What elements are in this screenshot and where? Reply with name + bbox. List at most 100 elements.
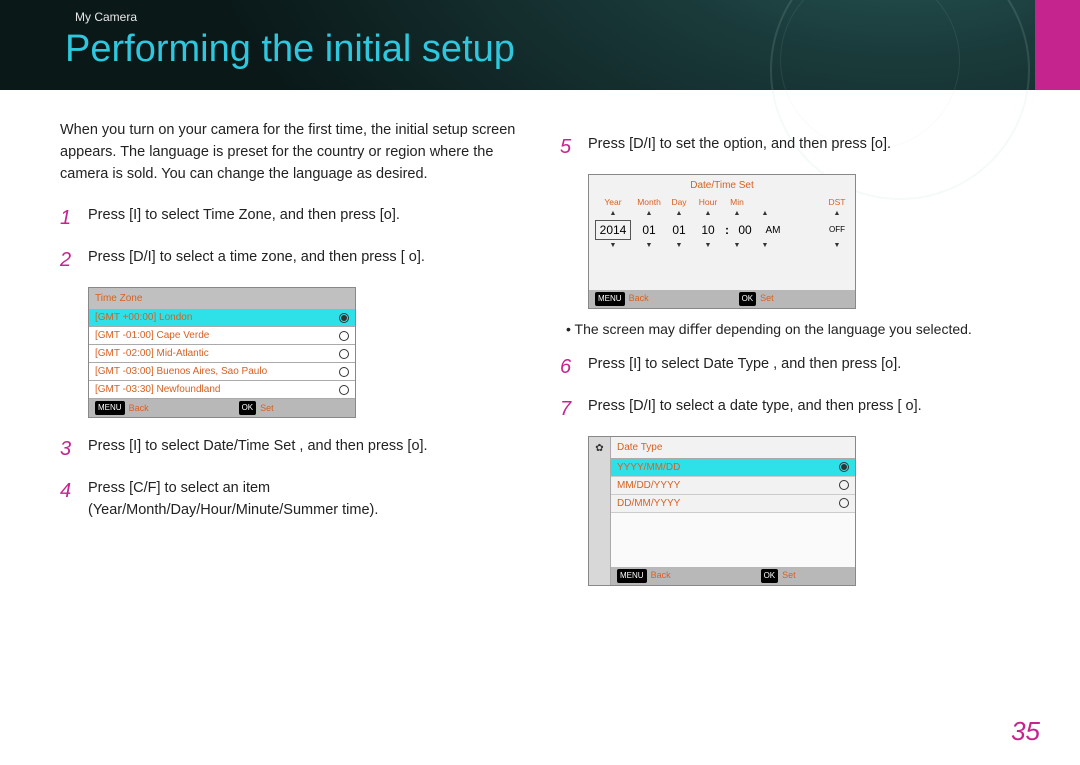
month-label: Month — [635, 196, 663, 209]
timezone-label: [GMT -01:00] Cape Verde — [95, 328, 209, 343]
step-text: Press [I] to select Date Type , and then… — [588, 352, 1020, 382]
year-label: Year — [595, 196, 631, 209]
month-value[interactable]: 01 — [635, 221, 663, 239]
panel-footer: MENU Back OK Set — [611, 567, 855, 585]
panel-title: Date Type — [611, 437, 855, 459]
hour-label: Hour — [695, 196, 721, 209]
timezone-label: [GMT -03:30] Newfoundland — [95, 382, 220, 397]
timezone-label: [GMT +00:00] London — [95, 310, 192, 325]
set-label: Set — [760, 292, 774, 306]
time-separator: : — [725, 221, 729, 239]
datetype-row[interactable]: YYYY/MM/DD — [611, 459, 855, 477]
step-number: 2 — [60, 245, 88, 275]
blank-row — [611, 549, 855, 567]
set-hint: OK Set — [739, 292, 774, 306]
datetime-labels: Year Month Day Hour Min DST — [589, 196, 855, 209]
panel-title: Date/Time Set — [589, 175, 855, 196]
datetime-values: 2014 01 01 10 : 00 AM OFF — [589, 219, 855, 241]
timezone-row[interactable]: [GMT -03:30] Newfoundland — [89, 381, 355, 399]
radio-icon — [839, 498, 849, 508]
ok-key-icon: OK — [739, 292, 757, 306]
set-label: Set — [260, 402, 274, 416]
step-text: Press [I] to select Time Zone, and then … — [88, 203, 520, 233]
min-value[interactable]: 00 — [733, 221, 757, 239]
ok-key-icon: OK — [239, 401, 257, 415]
ampm-value[interactable]: AM — [761, 223, 785, 238]
panel-footer: MENU Back OK Set — [89, 399, 355, 417]
datetype-panel: ✿ Date Type YYYY/MM/DD MM/DD/YYYY DD/MM/… — [588, 436, 856, 586]
set-hint: OK Set — [761, 569, 796, 583]
step-text: Press [D/I] to select a date type, and t… — [588, 394, 1020, 424]
ok-key-icon: OK — [761, 569, 779, 583]
step-number: 6 — [560, 352, 588, 382]
back-hint: MENU Back — [95, 401, 149, 415]
step-5: 5 Press [D/I] to set the option, and the… — [560, 132, 1020, 162]
dst-label: DST — [825, 196, 849, 209]
radio-icon — [339, 331, 349, 341]
menu-key-icon: MENU — [95, 401, 125, 415]
back-label: Back — [629, 292, 649, 306]
up-arrows: ▲▲▲▲▲▲▲ — [589, 209, 855, 220]
back-label: Back — [651, 569, 671, 583]
datetype-label: MM/DD/YYYY — [617, 478, 680, 493]
panel-footer: MENU Back OK Set — [589, 290, 855, 308]
step-number: 5 — [560, 132, 588, 162]
dst-value[interactable]: OFF — [825, 224, 849, 236]
step-text: Press [C/F] to select an item (Year/Mont… — [88, 476, 520, 522]
datetype-label: DD/MM/YYYY — [617, 496, 680, 511]
step-number: 1 — [60, 203, 88, 233]
step-text: Press [D/I] to select a time zone, and t… — [88, 245, 520, 275]
timezone-row[interactable]: [GMT -02:00] Mid-Atlantic — [89, 345, 355, 363]
back-hint: MENU Back — [617, 569, 671, 583]
down-arrows: ▼▼▼▼▼▼▼ — [589, 241, 855, 252]
right-column: 5 Press [D/I] to set the option, and the… — [560, 120, 1020, 602]
step-2: 2 Press [D/I] to select a time zone, and… — [60, 245, 520, 275]
left-column: When you turn on your camera for the ﬁrs… — [60, 120, 520, 602]
step-4: 4 Press [C/F] to select an item (Year/Mo… — [60, 476, 520, 522]
step-text: Press [I] to select Date/Time Set , and … — [88, 434, 520, 464]
blank-row — [611, 531, 855, 549]
set-hint: OK Set — [239, 401, 274, 415]
radio-icon — [839, 462, 849, 472]
radio-icon — [839, 480, 849, 490]
note-text: The screen may diﬀer depending on the la… — [580, 319, 1020, 340]
step-3: 3 Press [I] to select Date/Time Set , an… — [60, 434, 520, 464]
menu-key-icon: MENU — [617, 569, 647, 583]
radio-icon — [339, 349, 349, 359]
timezone-row[interactable]: [GMT -03:00] Buenos Aires, Sao Paulo — [89, 363, 355, 381]
panel-title: Time Zone — [89, 288, 355, 309]
step-text: Press [D/I] to set the option, and then … — [588, 132, 1020, 162]
datetime-panel: Date/Time Set Year Month Day Hour Min DS… — [588, 174, 856, 309]
hour-value[interactable]: 10 — [695, 221, 721, 239]
back-hint: MENU Back — [595, 292, 649, 306]
day-value[interactable]: 01 — [667, 221, 691, 239]
timezone-panel: Time Zone [GMT +00:00] London [GMT -01:0… — [88, 287, 356, 418]
step-6: 6 Press [I] to select Date Type , and th… — [560, 352, 1020, 382]
radio-icon — [339, 367, 349, 377]
step-7: 7 Press [D/I] to select a date type, and… — [560, 394, 1020, 424]
page-title: Performing the initial setup — [65, 28, 515, 71]
year-value[interactable]: 2014 — [595, 220, 631, 240]
timezone-row[interactable]: [GMT -01:00] Cape Verde — [89, 327, 355, 345]
timezone-label: [GMT -02:00] Mid-Atlantic — [95, 346, 209, 361]
gear-icon: ✿ — [595, 441, 603, 456]
panel-sidebar: ✿ — [589, 437, 611, 585]
min-label: Min — [725, 196, 749, 209]
step-1: 1 Press [I] to select Time Zone, and the… — [60, 203, 520, 233]
set-label: Set — [782, 569, 796, 583]
page-number: 35 — [1011, 716, 1040, 747]
blank-row — [611, 513, 855, 531]
datetype-row[interactable]: DD/MM/YYYY — [611, 495, 855, 513]
content-area: When you turn on your camera for the ﬁrs… — [60, 120, 1020, 602]
radio-icon — [339, 313, 349, 323]
step-number: 7 — [560, 394, 588, 424]
section-tab — [1035, 0, 1080, 90]
datetype-row[interactable]: MM/DD/YYYY — [611, 477, 855, 495]
breadcrumb: My Camera — [75, 10, 137, 24]
header-band: My Camera Performing the initial setup — [0, 0, 1080, 90]
menu-key-icon: MENU — [595, 292, 625, 306]
back-label: Back — [129, 402, 149, 416]
timezone-label: [GMT -03:00] Buenos Aires, Sao Paulo — [95, 364, 267, 379]
timezone-row[interactable]: [GMT +00:00] London — [89, 309, 355, 327]
ampm-label — [753, 196, 777, 209]
